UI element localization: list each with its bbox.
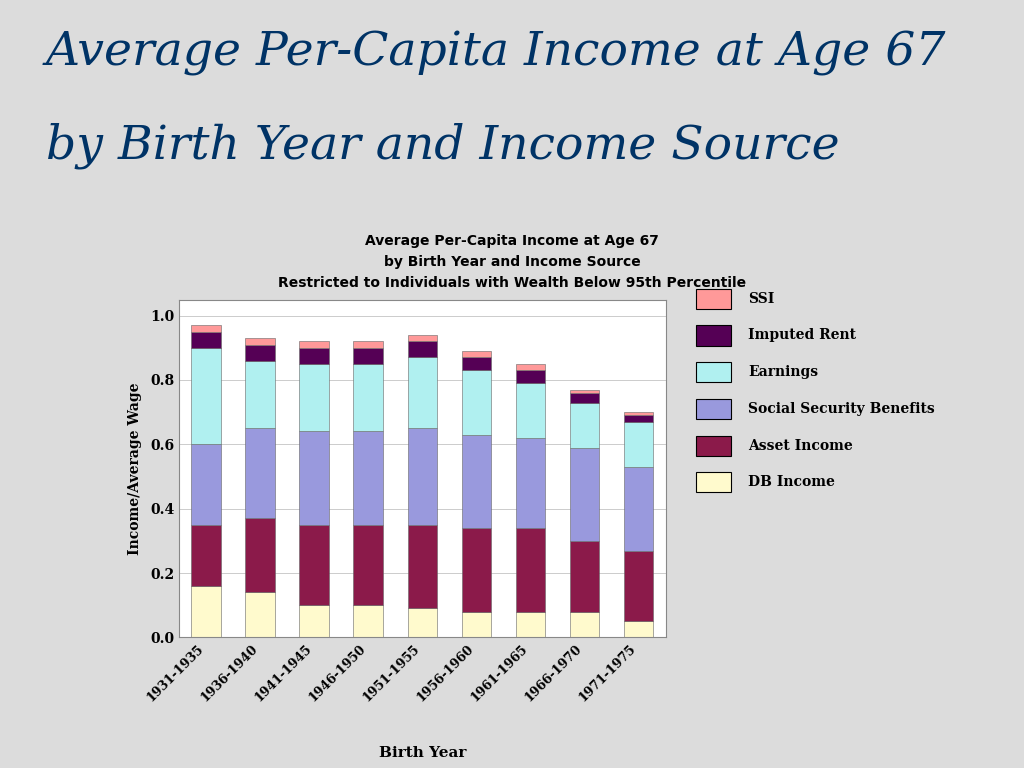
Bar: [569, 541, 599, 611]
Bar: [462, 351, 492, 357]
Bar: [246, 345, 275, 361]
Text: Asset Income: Asset Income: [749, 439, 853, 452]
Bar: [408, 341, 437, 357]
Text: Restricted to Individuals with Wealth Below 95th Percentile: Restricted to Individuals with Wealth Be…: [278, 276, 746, 290]
Bar: [191, 326, 221, 332]
Bar: [624, 422, 653, 467]
Bar: [624, 551, 653, 621]
Bar: [408, 608, 437, 637]
X-axis label: Birth Year: Birth Year: [379, 746, 466, 760]
FancyBboxPatch shape: [695, 326, 730, 346]
Bar: [191, 332, 221, 348]
Bar: [569, 393, 599, 402]
Bar: [408, 429, 437, 525]
Text: Earnings: Earnings: [749, 365, 818, 379]
Bar: [246, 592, 275, 637]
Bar: [246, 518, 275, 592]
Bar: [516, 383, 546, 438]
Text: by Birth Year and Income Source: by Birth Year and Income Source: [46, 123, 840, 170]
FancyBboxPatch shape: [695, 399, 730, 419]
Text: Average Per-Capita Income at Age 67: Average Per-Capita Income at Age 67: [366, 234, 658, 248]
Text: by Birth Year and Income Source: by Birth Year and Income Source: [384, 255, 640, 269]
Bar: [569, 448, 599, 541]
Bar: [353, 348, 383, 364]
Y-axis label: Income/Average Wage: Income/Average Wage: [128, 382, 141, 554]
Bar: [462, 528, 492, 611]
Text: Social Security Benefits: Social Security Benefits: [749, 402, 935, 416]
Bar: [191, 586, 221, 637]
Bar: [569, 402, 599, 448]
Bar: [462, 357, 492, 370]
Bar: [624, 467, 653, 551]
Bar: [246, 338, 275, 345]
Bar: [408, 525, 437, 608]
Bar: [246, 429, 275, 518]
Bar: [299, 525, 329, 605]
Bar: [569, 389, 599, 393]
Bar: [569, 611, 599, 637]
Bar: [624, 412, 653, 415]
Bar: [462, 611, 492, 637]
Bar: [299, 348, 329, 364]
Bar: [353, 432, 383, 525]
Bar: [462, 435, 492, 528]
Bar: [353, 364, 383, 432]
Bar: [191, 348, 221, 445]
Bar: [462, 370, 492, 435]
Bar: [624, 621, 653, 637]
FancyBboxPatch shape: [695, 362, 730, 382]
Bar: [353, 341, 383, 348]
FancyBboxPatch shape: [695, 472, 730, 492]
Bar: [299, 364, 329, 432]
FancyBboxPatch shape: [695, 289, 730, 309]
Text: Average Per-Capita Income at Age 67: Average Per-Capita Income at Age 67: [46, 31, 946, 76]
Bar: [408, 357, 437, 429]
Bar: [516, 528, 546, 611]
Bar: [353, 605, 383, 637]
Bar: [624, 415, 653, 422]
Bar: [516, 364, 546, 370]
Bar: [191, 445, 221, 525]
Bar: [299, 432, 329, 525]
FancyBboxPatch shape: [695, 435, 730, 455]
Bar: [516, 370, 546, 383]
Bar: [191, 525, 221, 586]
Bar: [299, 605, 329, 637]
Text: Imputed Rent: Imputed Rent: [749, 329, 856, 343]
Text: DB Income: DB Income: [749, 475, 835, 489]
Bar: [353, 525, 383, 605]
Bar: [246, 361, 275, 429]
Bar: [516, 438, 546, 528]
Text: SSI: SSI: [749, 292, 774, 306]
Bar: [299, 341, 329, 348]
Bar: [516, 611, 546, 637]
Bar: [408, 335, 437, 341]
